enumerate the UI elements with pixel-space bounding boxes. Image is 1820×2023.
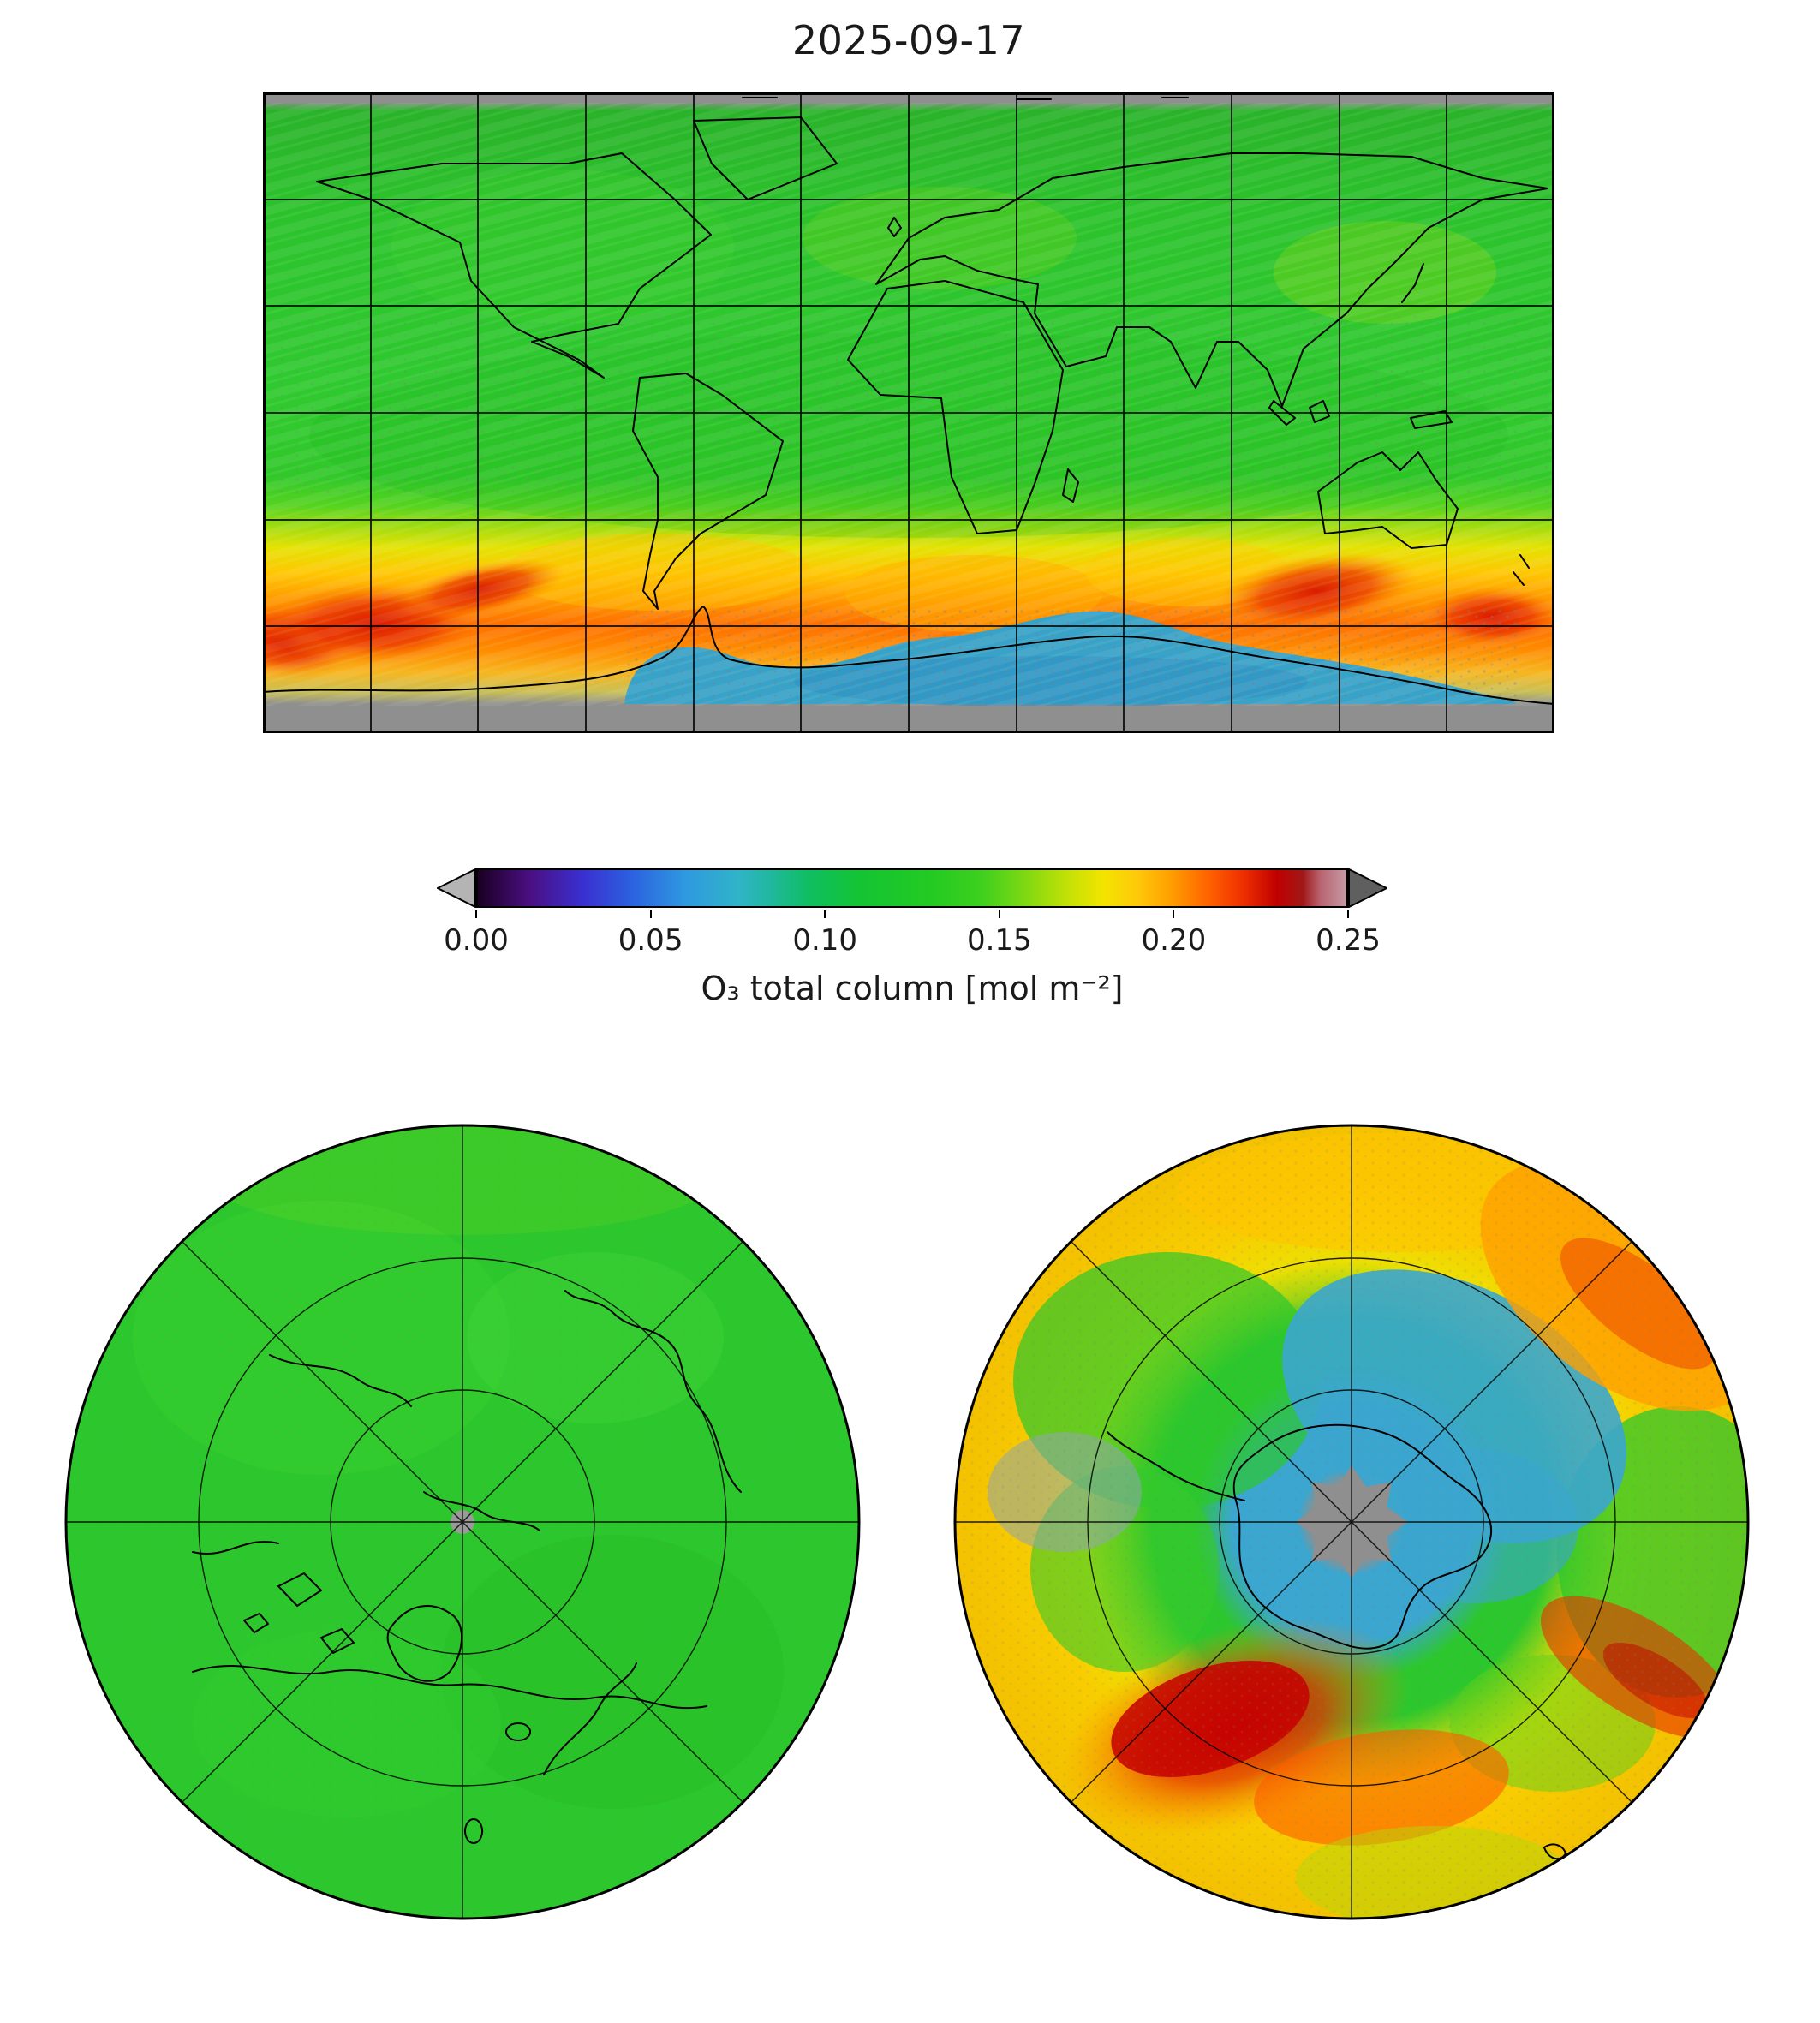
- colorbar-tick-label: 0.05: [618, 923, 683, 958]
- north-polar-svg: [64, 1124, 861, 1920]
- colorbar-tick-label: 0.15: [966, 923, 1032, 958]
- coast-australia: [1317, 451, 1459, 549]
- global-map-svg: [263, 92, 1554, 733]
- coast-new-guinea: [1410, 410, 1453, 429]
- coast-small-island: [1543, 1843, 1566, 1860]
- global-coastlines: [263, 97, 1554, 705]
- colorbar-tick-label: 0.00: [444, 923, 509, 958]
- colorbar-tickmark: [1173, 910, 1175, 918]
- colorbar-tick-label: 0.20: [1141, 923, 1207, 958]
- south-polar-border: [953, 1124, 1750, 1920]
- colorbar-ticks: 0.00 0.05 0.10 0.15 0.20 0.25: [444, 910, 1381, 963]
- colorbar-tickmark: [649, 910, 652, 918]
- north-coastlines: [192, 1290, 742, 1844]
- coast-japan: [1401, 263, 1424, 303]
- coast-arctic-islands: [742, 97, 1189, 100]
- coast-greenland: [693, 116, 838, 200]
- colorbar-tick-label: 0.10: [792, 923, 858, 958]
- coast-north-america: [316, 152, 712, 379]
- figure-title: 2025-09-17: [791, 17, 1026, 63]
- south-polar-panel: [953, 1124, 1750, 1920]
- coast-antarctic-peninsula: [1107, 1431, 1245, 1501]
- colorbar-over-arrow-shape: [1348, 868, 1387, 908]
- coast-africa: [847, 280, 1064, 534]
- north-polar-border: [64, 1124, 861, 1920]
- coast-antarctica-polar: [1232, 1423, 1493, 1650]
- coast-eurasia: [875, 152, 1548, 407]
- global-map-border: [263, 92, 1554, 733]
- colorbar-gradient: [476, 868, 1348, 908]
- colorbar-under-arrow: [437, 868, 476, 908]
- coast-madagascar: [1062, 468, 1079, 503]
- colorbar-tickmark: [475, 910, 477, 918]
- colorbar-over-arrow: [1348, 868, 1387, 908]
- colorbar-under-arrow-shape: [437, 868, 476, 908]
- south-coastlines: [1107, 1423, 1566, 1860]
- colorbar-tickmark: [998, 910, 1000, 918]
- coast-south-america: [632, 373, 784, 610]
- colorbar-tick-label: 0.25: [1316, 923, 1381, 958]
- coast-new-zealand: [1513, 554, 1530, 586]
- colorbar-tickmark: [824, 910, 826, 918]
- global-map-panel: [263, 92, 1554, 733]
- north-polar-panel: [64, 1124, 861, 1920]
- colorbar-tickmark: [1347, 910, 1349, 918]
- coast-borneo: [1309, 400, 1330, 423]
- colorbar-axis-label: O₃ total column [mol m⁻²]: [701, 970, 1124, 1007]
- south-polar-svg: [953, 1124, 1750, 1920]
- coast-uk: [887, 217, 902, 237]
- colorbar: [437, 868, 1387, 908]
- antarctic-speckles: [623, 606, 1522, 706]
- coast-antarctica: [263, 606, 1554, 705]
- south-gridlines: [955, 1125, 1748, 1919]
- coast-sumatra: [1268, 400, 1296, 426]
- north-gridlines: [66, 1125, 859, 1919]
